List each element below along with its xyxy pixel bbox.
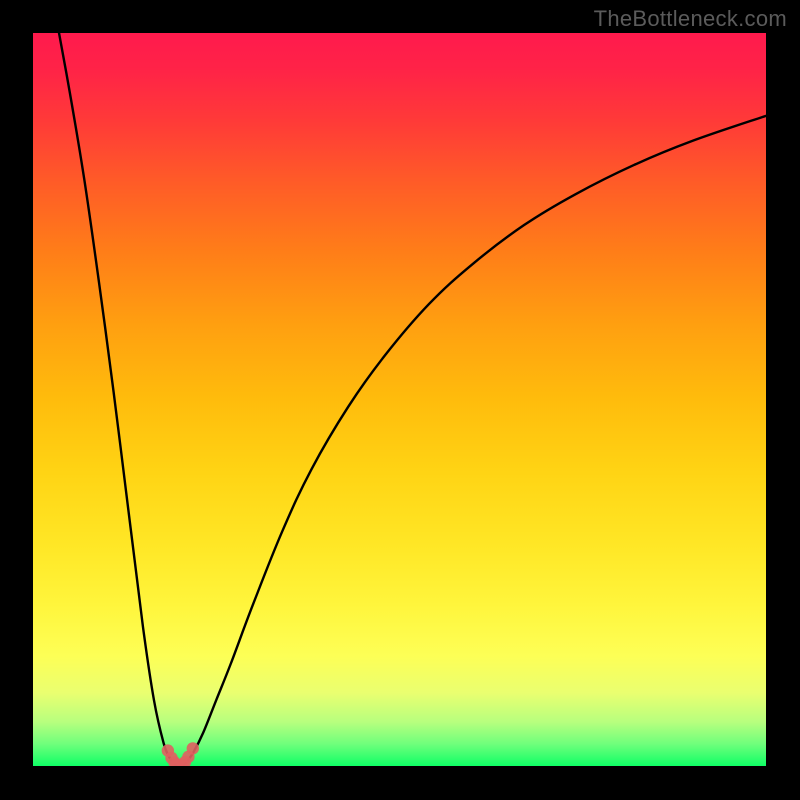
- plot-area: [33, 33, 766, 766]
- bottleneck-curve-chart: [33, 33, 766, 766]
- valley-marker: [187, 742, 199, 754]
- watermark-text: TheBottleneck.com: [594, 6, 787, 32]
- outer-frame: TheBottleneck.com: [0, 0, 800, 800]
- curve-right-branch: [184, 116, 766, 765]
- curve-left-branch: [55, 11, 176, 765]
